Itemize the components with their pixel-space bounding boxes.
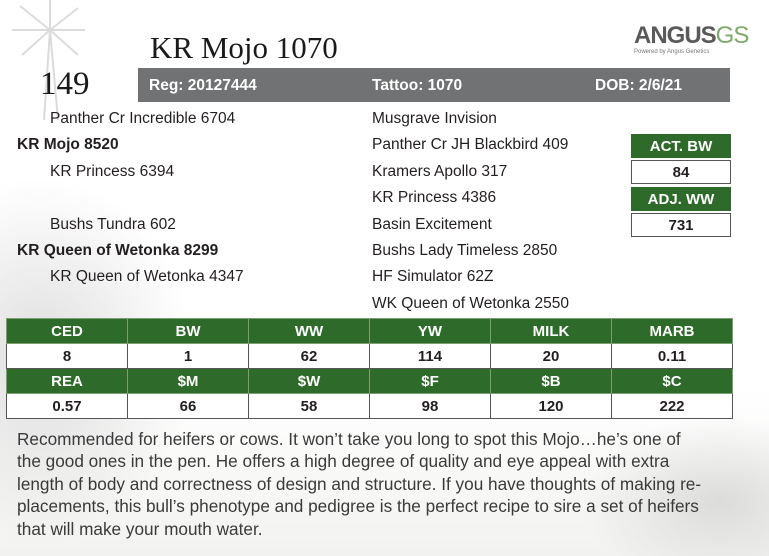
- pedigree-ancestor: Panther Cr JH Blackbird 409: [372, 136, 569, 153]
- pedigree-ancestor: Bushs Lady Timeless 2850: [372, 242, 558, 259]
- pedigree-sire: KR Mojo 8520: [17, 136, 119, 153]
- pedigree-ancestor: Musgrave Invision: [372, 110, 497, 127]
- epd-value-cell: 20: [490, 343, 612, 369]
- epd-value-cell: 8: [6, 343, 128, 369]
- epd-header-cell: YW: [369, 318, 491, 344]
- epd-header-row: CED BW WW YW MILK MARB: [6, 318, 733, 344]
- epd-value-cell: 1: [127, 343, 249, 369]
- epd-value-row: 8 1 62 114 20 0.11: [6, 343, 733, 369]
- pedigree-ancestor: KR Princess 4386: [372, 189, 497, 206]
- epd-value-cell: 66: [127, 393, 249, 419]
- date-of-birth: DOB: 2/6/21: [595, 77, 683, 94]
- pedigree-dam-sire: Bushs Tundra 602: [50, 216, 176, 233]
- act-bw-label: ACT. BW: [631, 134, 731, 158]
- angus-gs-logo: ANGUSGS Powered by Angus Genetics: [634, 22, 749, 64]
- epd-value-cell: 114: [369, 343, 491, 369]
- pedigree-sire-dam: KR Princess 6394: [50, 163, 175, 180]
- pedigree-dam: KR Queen of Wetonka 8299: [17, 242, 219, 259]
- adj-ww-value: 731: [631, 213, 731, 237]
- epd-table: CED BW WW YW MILK MARB 8 1 62 114 20 0.1…: [6, 318, 733, 419]
- epd-header-cell: CED: [6, 318, 128, 344]
- epd-value-cell: 98: [369, 393, 491, 419]
- pedigree-ancestor: Kramers Apollo 317: [372, 163, 508, 180]
- registration-number: Reg: 20127444: [149, 77, 257, 94]
- epd-header-cell: $B: [490, 368, 612, 394]
- pedigree-sire-sire: Panther Cr Incredible 6704: [50, 110, 236, 127]
- epd-header-cell: $C: [611, 368, 733, 394]
- epd-value-cell: 58: [248, 393, 370, 419]
- adj-ww-label: ADJ. WW: [631, 187, 731, 211]
- description-line: length of body and correctness of design…: [17, 473, 702, 494]
- description-line: placements, this bull’s phenotype and pe…: [17, 496, 699, 517]
- pedigree-ancestor: HF Simulator 62Z: [372, 268, 494, 285]
- epd-header-cell: $W: [248, 368, 370, 394]
- pedigree-ancestor: WK Queen of Wetonka 2550: [372, 295, 570, 312]
- act-bw-value: 84: [631, 160, 731, 184]
- epd-value-cell: 62: [248, 343, 370, 369]
- description: Recommended for heifers or cows. It won’…: [17, 428, 752, 540]
- epd-value-row: 0.57 66 58 98 120 222: [6, 393, 733, 419]
- epd-value-cell: 222: [611, 393, 733, 419]
- description-line: the good ones in the pen. He offers a hi…: [17, 451, 670, 472]
- epd-header-cell: WW: [248, 318, 370, 344]
- epd-value-cell: 0.57: [6, 393, 128, 419]
- epd-header-cell: $M: [127, 368, 249, 394]
- epd-header-cell: MILK: [490, 318, 612, 344]
- epd-value-cell: 0.11: [611, 343, 733, 369]
- lot-number: 149: [40, 66, 90, 102]
- animal-name: KR Mojo 1070: [150, 30, 338, 65]
- epd-header-cell: $F: [369, 368, 491, 394]
- epd-header-cell: BW: [127, 318, 249, 344]
- epd-value-cell: 120: [490, 393, 612, 419]
- info-bar: Reg: 20127444 Tattoo: 1070 DOB: 2/6/21: [138, 68, 730, 102]
- tattoo: Tattoo: 1070: [372, 77, 463, 94]
- logo-brand-main: ANGUS: [634, 22, 717, 49]
- logo-tagline: Powered by Angus Genetics: [634, 49, 710, 55]
- epd-header-cell: MARB: [611, 318, 733, 344]
- epd-header-row: REA $M $W $F $B $C: [6, 368, 733, 394]
- description-line: that will make your mouth water.: [17, 518, 263, 539]
- logo-brand-accent: GS: [715, 22, 750, 49]
- description-line: Recommended for heifers or cows. It won’…: [17, 429, 681, 449]
- pedigree-dam-dam: KR Queen of Wetonka 4347: [50, 268, 244, 285]
- epd-header-cell: REA: [6, 368, 128, 394]
- windmill-icon: [12, 0, 85, 120]
- pedigree-ancestor: Basin Excitement: [372, 216, 492, 233]
